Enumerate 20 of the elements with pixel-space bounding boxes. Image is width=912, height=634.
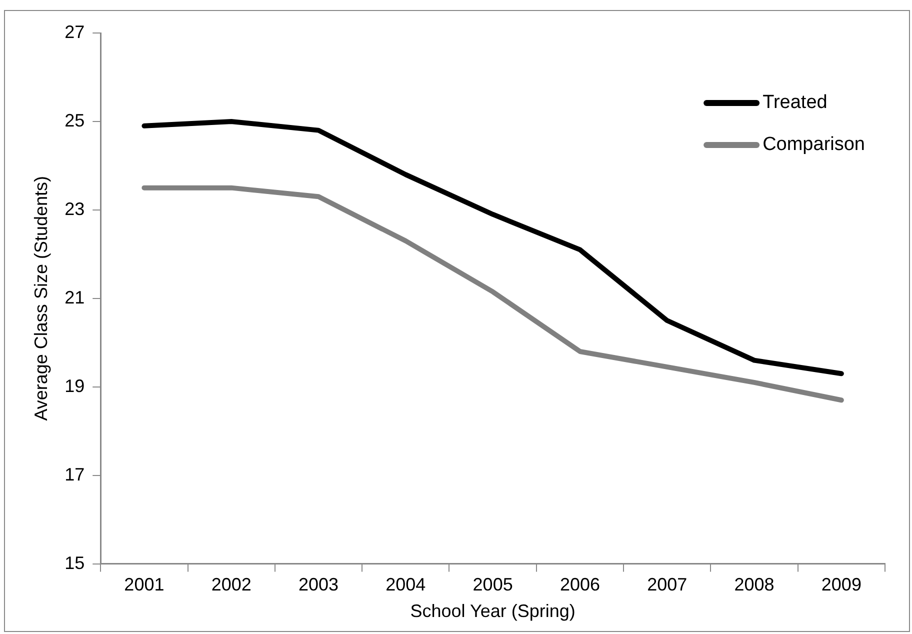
x-tick-label: 2001 xyxy=(124,574,164,595)
y-tick-label: 27 xyxy=(64,22,85,42)
x-tick-label: 2008 xyxy=(734,574,774,595)
x-tick-label: 2005 xyxy=(472,574,513,595)
y-tick-label: 19 xyxy=(64,376,85,396)
legend-label: Comparison xyxy=(762,134,866,156)
y-axis-title: Average Class Size (Students) xyxy=(30,176,51,421)
x-tick-label: 2006 xyxy=(560,574,600,595)
x-axis-title: School Year (Spring) xyxy=(410,601,576,622)
x-tick-label: 2003 xyxy=(298,574,339,595)
legend-label: Treated xyxy=(762,92,828,114)
y-tick-label: 25 xyxy=(64,110,85,130)
y-tick-label: 17 xyxy=(64,464,85,484)
x-tick-label: 2002 xyxy=(211,574,252,595)
x-tick-label: 2004 xyxy=(386,574,426,595)
y-tick-label: 23 xyxy=(64,198,85,219)
x-tick-label: 2009 xyxy=(821,574,862,595)
x-tick-label: 2007 xyxy=(647,574,688,595)
y-tick-label: 21 xyxy=(64,287,85,308)
y-tick-label: 15 xyxy=(64,552,85,573)
